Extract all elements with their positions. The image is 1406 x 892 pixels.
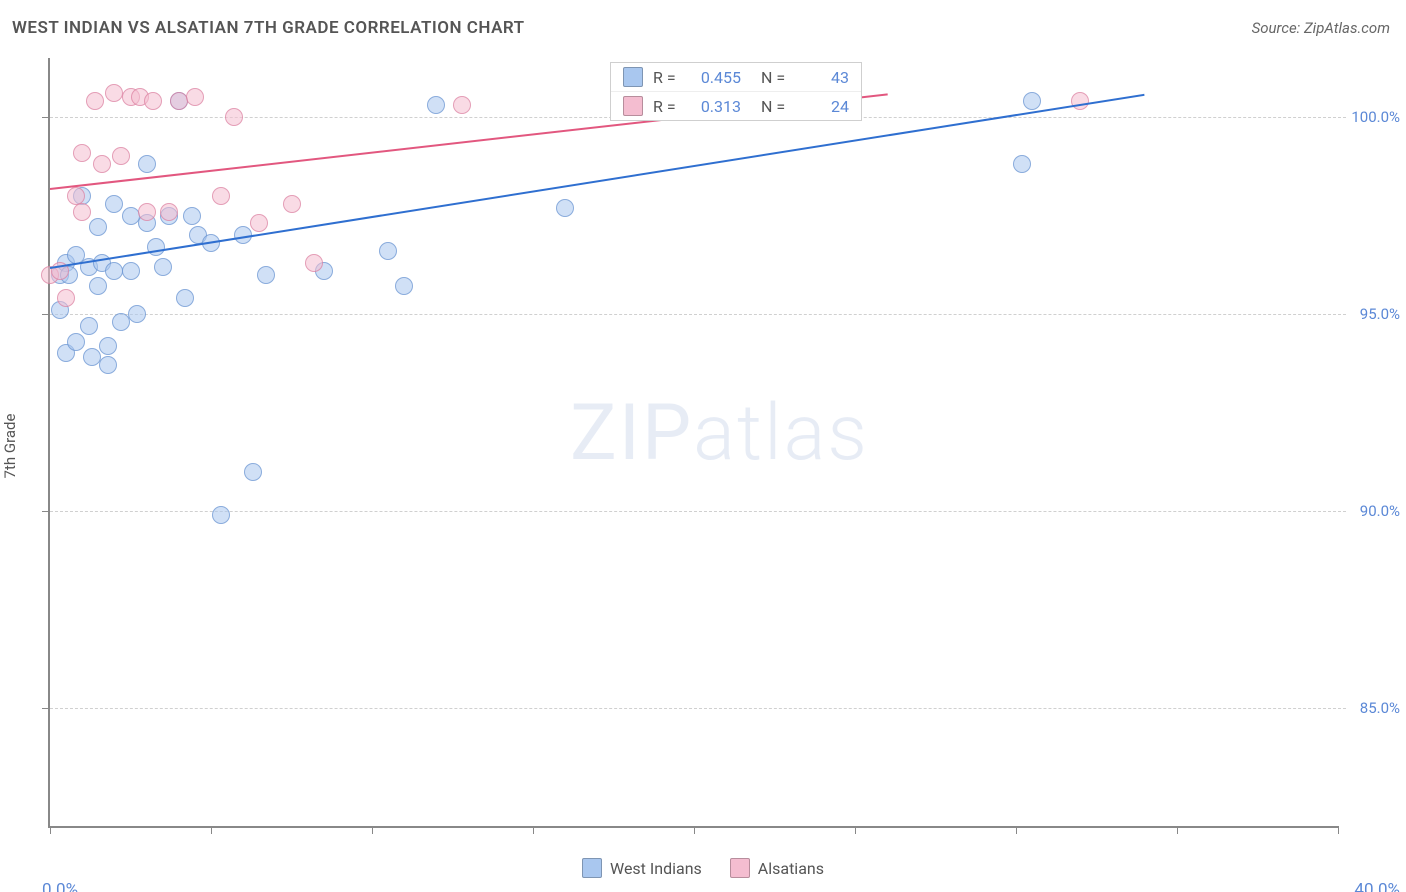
- data-point: [250, 214, 268, 232]
- data-point: [57, 289, 75, 307]
- source-label: Source: ZipAtlas.com: [1252, 19, 1390, 37]
- x-tick: [1338, 826, 1339, 834]
- x-min-label: 0.0%: [42, 880, 78, 892]
- stat-n-label: N =: [761, 68, 789, 87]
- y-tick: [42, 117, 50, 118]
- data-point: [1013, 155, 1031, 173]
- data-point: [147, 238, 165, 256]
- stats-box: R = 0.455 N = 43 R = 0.313 N = 24: [610, 62, 862, 121]
- grid-line: [50, 708, 1346, 709]
- data-point: [99, 337, 117, 355]
- legend-swatch: [730, 858, 750, 878]
- stat-r-label: R =: [653, 97, 681, 116]
- data-point: [86, 92, 104, 110]
- legend-swatch: [623, 67, 643, 87]
- data-point: [1023, 92, 1041, 110]
- y-tick: [42, 511, 50, 512]
- y-tick-label: 95.0%: [1346, 305, 1400, 323]
- data-point: [99, 356, 117, 374]
- legend-swatch: [623, 96, 643, 116]
- y-axis-label: 7th Grade: [1, 414, 19, 479]
- data-point: [73, 144, 91, 162]
- stat-r-value: 0.455: [691, 68, 741, 87]
- data-point: [138, 155, 156, 173]
- legend-item: West Indians: [582, 858, 702, 878]
- stat-r-value: 0.313: [691, 97, 741, 116]
- data-point: [212, 506, 230, 524]
- y-tick-label: 85.0%: [1346, 699, 1400, 717]
- trend-line: [50, 93, 1145, 268]
- data-point: [556, 199, 574, 217]
- data-point: [112, 147, 130, 165]
- y-tick-label: 90.0%: [1346, 502, 1400, 520]
- data-point: [1071, 92, 1089, 110]
- x-tick: [1016, 826, 1017, 834]
- plot-area: ZIPatlas 85.0%90.0%95.0%100.0%R =0.455N …: [48, 58, 1338, 828]
- data-point: [80, 317, 98, 335]
- watermark-light: atlas: [693, 388, 869, 479]
- x-tick: [211, 826, 212, 834]
- y-tick: [42, 708, 50, 709]
- y-tick-label: 100.0%: [1346, 108, 1400, 126]
- x-tick: [855, 826, 856, 834]
- data-point: [144, 92, 162, 110]
- header: WEST INDIAN VS ALSATIAN 7TH GRADE CORREL…: [12, 18, 1390, 38]
- y-tick: [42, 314, 50, 315]
- data-point: [128, 305, 146, 323]
- watermark: ZIPatlas: [570, 388, 869, 479]
- stat-n-value: 24: [799, 97, 849, 116]
- x-max-label: 40.0%: [1354, 880, 1400, 892]
- legend-label: Alsatians: [758, 859, 824, 878]
- chart-title: WEST INDIAN VS ALSATIAN 7TH GRADE CORREL…: [12, 18, 525, 38]
- data-point: [305, 254, 323, 272]
- legend-item: Alsatians: [730, 858, 824, 878]
- data-point: [212, 187, 230, 205]
- bottom-legend: West Indians Alsatians: [0, 858, 1406, 878]
- data-point: [122, 262, 140, 280]
- data-point: [89, 218, 107, 236]
- data-point: [176, 289, 194, 307]
- stats-row: R = 0.313 N = 24: [611, 91, 861, 120]
- x-tick: [694, 826, 695, 834]
- data-point: [73, 203, 91, 221]
- data-point: [283, 195, 301, 213]
- data-point: [93, 155, 111, 173]
- stat-n-label: N =: [761, 97, 789, 116]
- data-point: [67, 333, 85, 351]
- x-tick: [372, 826, 373, 834]
- legend-swatch: [582, 858, 602, 878]
- legend-label: West Indians: [610, 859, 702, 878]
- data-point: [138, 203, 156, 221]
- data-point: [105, 84, 123, 102]
- data-point: [379, 242, 397, 260]
- x-tick: [50, 826, 51, 834]
- data-point: [453, 96, 471, 114]
- stat-r-label: R =: [653, 68, 681, 87]
- data-point: [427, 96, 445, 114]
- grid-line: [50, 314, 1346, 315]
- stat-n-value: 43: [799, 68, 849, 87]
- x-tick: [1177, 826, 1178, 834]
- data-point: [154, 258, 172, 276]
- data-point: [395, 277, 413, 295]
- data-point: [89, 277, 107, 295]
- data-point: [257, 266, 275, 284]
- x-tick: [533, 826, 534, 834]
- stats-row: R = 0.455 N = 43: [611, 63, 861, 91]
- data-point: [183, 207, 201, 225]
- data-point: [105, 195, 123, 213]
- data-point: [160, 203, 178, 221]
- data-point: [225, 108, 243, 126]
- grid-line: [50, 511, 1346, 512]
- watermark-bold: ZIP: [570, 388, 693, 479]
- data-point: [244, 463, 262, 481]
- data-point: [186, 88, 204, 106]
